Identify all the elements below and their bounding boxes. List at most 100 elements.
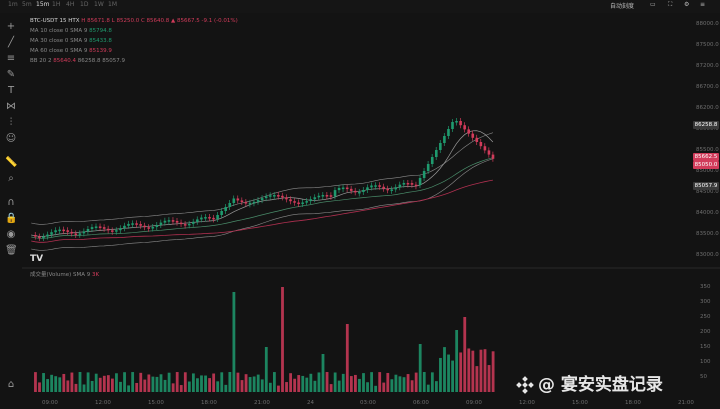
candle-body	[42, 236, 45, 239]
volume-bar	[196, 378, 199, 392]
bb-label[interactable]: BB 20 2	[30, 58, 52, 64]
volume-bar	[317, 372, 321, 392]
volume-bar	[402, 377, 406, 392]
candle-body	[483, 146, 487, 151]
price-axis-label: 87500.0	[696, 42, 719, 48]
volume-bar	[200, 375, 203, 392]
volume-bar	[38, 382, 41, 392]
candle-body	[329, 195, 333, 197]
ma1-label[interactable]: MA 10 close 0 SMA 9	[30, 28, 88, 34]
emoji-icon[interactable]: ☺	[5, 133, 17, 144]
candle-body	[34, 235, 37, 237]
volume-bar	[329, 384, 333, 392]
watermark-text: @ 宴安实盘记录	[538, 375, 663, 395]
volume-bar	[475, 366, 479, 392]
brush-icon[interactable]: ✎	[6, 69, 16, 80]
volume-bar	[86, 372, 90, 392]
eye-icon[interactable]: ◉	[6, 229, 16, 240]
volume-bar	[34, 372, 37, 392]
volume-bar	[70, 372, 74, 392]
timeframe-5m[interactable]: 5m	[22, 1, 32, 8]
settings-icon[interactable]: ⚙	[684, 1, 690, 8]
timeframe-1month[interactable]: 1M	[108, 1, 117, 8]
volume-axis-label: 50	[700, 374, 707, 380]
volume-axis: 350 300 250 200 150 100 50	[700, 284, 711, 380]
candle-body	[321, 195, 325, 197]
menu-icon[interactable]: ≡	[700, 1, 706, 8]
fib-icon[interactable]: ⫶	[9, 117, 13, 128]
candle-body	[414, 184, 418, 187]
volume-bars	[34, 287, 495, 392]
volume-bar	[46, 379, 49, 392]
candle-body	[240, 200, 244, 203]
ohlc-values: H 85671.8 L 85250.0 C 85640.8 ▲ 85667.5 …	[81, 18, 238, 24]
price-axis-label: 88000.0	[696, 21, 719, 27]
ma-line	[31, 157, 493, 239]
volume-bar	[228, 372, 232, 392]
ma2-row: MA 30 close 0 SMA 9 85433.8	[30, 36, 238, 46]
volume-axis-label: 100	[700, 359, 711, 365]
candle-body	[455, 121, 458, 123]
price-axis-label: 83000.0	[696, 252, 719, 258]
candle-body	[175, 220, 179, 223]
candle-body	[406, 182, 410, 185]
candle-body	[46, 234, 49, 237]
pattern-icon[interactable]: ⋈	[6, 101, 16, 112]
volume-bar	[273, 372, 276, 392]
candle-body	[139, 224, 142, 226]
magnet-icon[interactable]: ∩	[7, 197, 15, 208]
volume-legend-label[interactable]: 成交量(Volume) SMA 9	[30, 272, 91, 278]
auto-scale-toggle[interactable]: 自动刻度	[610, 3, 635, 10]
fullscreen-icon[interactable]: ⛶	[668, 1, 673, 8]
trash-icon[interactable]: 🗑	[5, 245, 18, 256]
timeframe-1h[interactable]: 1H	[52, 1, 61, 8]
candle-body	[378, 185, 381, 187]
lock-icon[interactable]: 🔒	[5, 213, 18, 224]
chart-canvas[interactable]: 88000.0 87500.0 87200.0 86700.0 86200.0 86000…	[22, 13, 720, 409]
candle-body	[370, 185, 373, 188]
candle-body	[374, 185, 377, 187]
price-axis-label: 85000.0	[696, 168, 719, 174]
binance-logo-icon	[516, 376, 534, 394]
ma1-value: 85794.8	[89, 28, 112, 34]
ma2-label[interactable]: MA 30 close 0 SMA 9	[30, 38, 88, 44]
symbol-row: BTC-USDT 15 HTX H 85671.8 L 85250.0 C 85…	[30, 16, 238, 26]
candle-body	[98, 226, 102, 228]
trendline-icon[interactable]: ╱	[7, 37, 15, 48]
bb-value-1: 85640.4	[53, 58, 77, 64]
candle-body	[459, 121, 462, 126]
horizontal-line-icon[interactable]: ≡	[6, 53, 16, 64]
candle-body	[147, 227, 151, 229]
timeframe-1m[interactable]: 1m	[8, 1, 18, 8]
candle-body	[135, 223, 138, 225]
candle-body	[50, 232, 53, 235]
candle-body	[155, 225, 159, 228]
timeframe-1d[interactable]: 1D	[80, 1, 89, 8]
candle-body	[471, 133, 475, 138]
candle-body	[463, 125, 466, 130]
candles	[34, 118, 495, 242]
candle-body	[333, 190, 337, 197]
timeframe-1w[interactable]: 1W	[94, 1, 104, 8]
volume-bar	[374, 385, 378, 392]
volume-bar	[285, 382, 288, 392]
candle-body	[90, 227, 94, 230]
symbol-name[interactable]: BTC-USDT	[30, 18, 58, 24]
home-icon[interactable]: ⌂	[7, 379, 15, 390]
candle-body	[54, 230, 57, 233]
ma3-label[interactable]: MA 60 close 0 SMA 9	[30, 48, 88, 54]
candle-body	[435, 150, 438, 157]
timeframe-4h[interactable]: 4H	[66, 1, 75, 8]
candle-body	[179, 222, 183, 225]
ruler-icon[interactable]: 📏	[5, 157, 18, 168]
volume-bar	[78, 372, 82, 392]
text-icon[interactable]: T	[7, 85, 15, 96]
tradingview-logo[interactable]: TV	[30, 254, 44, 264]
volume-bar	[208, 378, 211, 392]
crosshair-icon[interactable]: +	[6, 21, 16, 32]
screenshot-icon[interactable]: ▭	[650, 1, 656, 8]
timeframe-15m[interactable]: 15m	[36, 1, 50, 8]
candle-body	[309, 199, 313, 202]
volume-bar	[358, 378, 361, 392]
zoom-icon[interactable]: ⌕	[8, 173, 14, 184]
